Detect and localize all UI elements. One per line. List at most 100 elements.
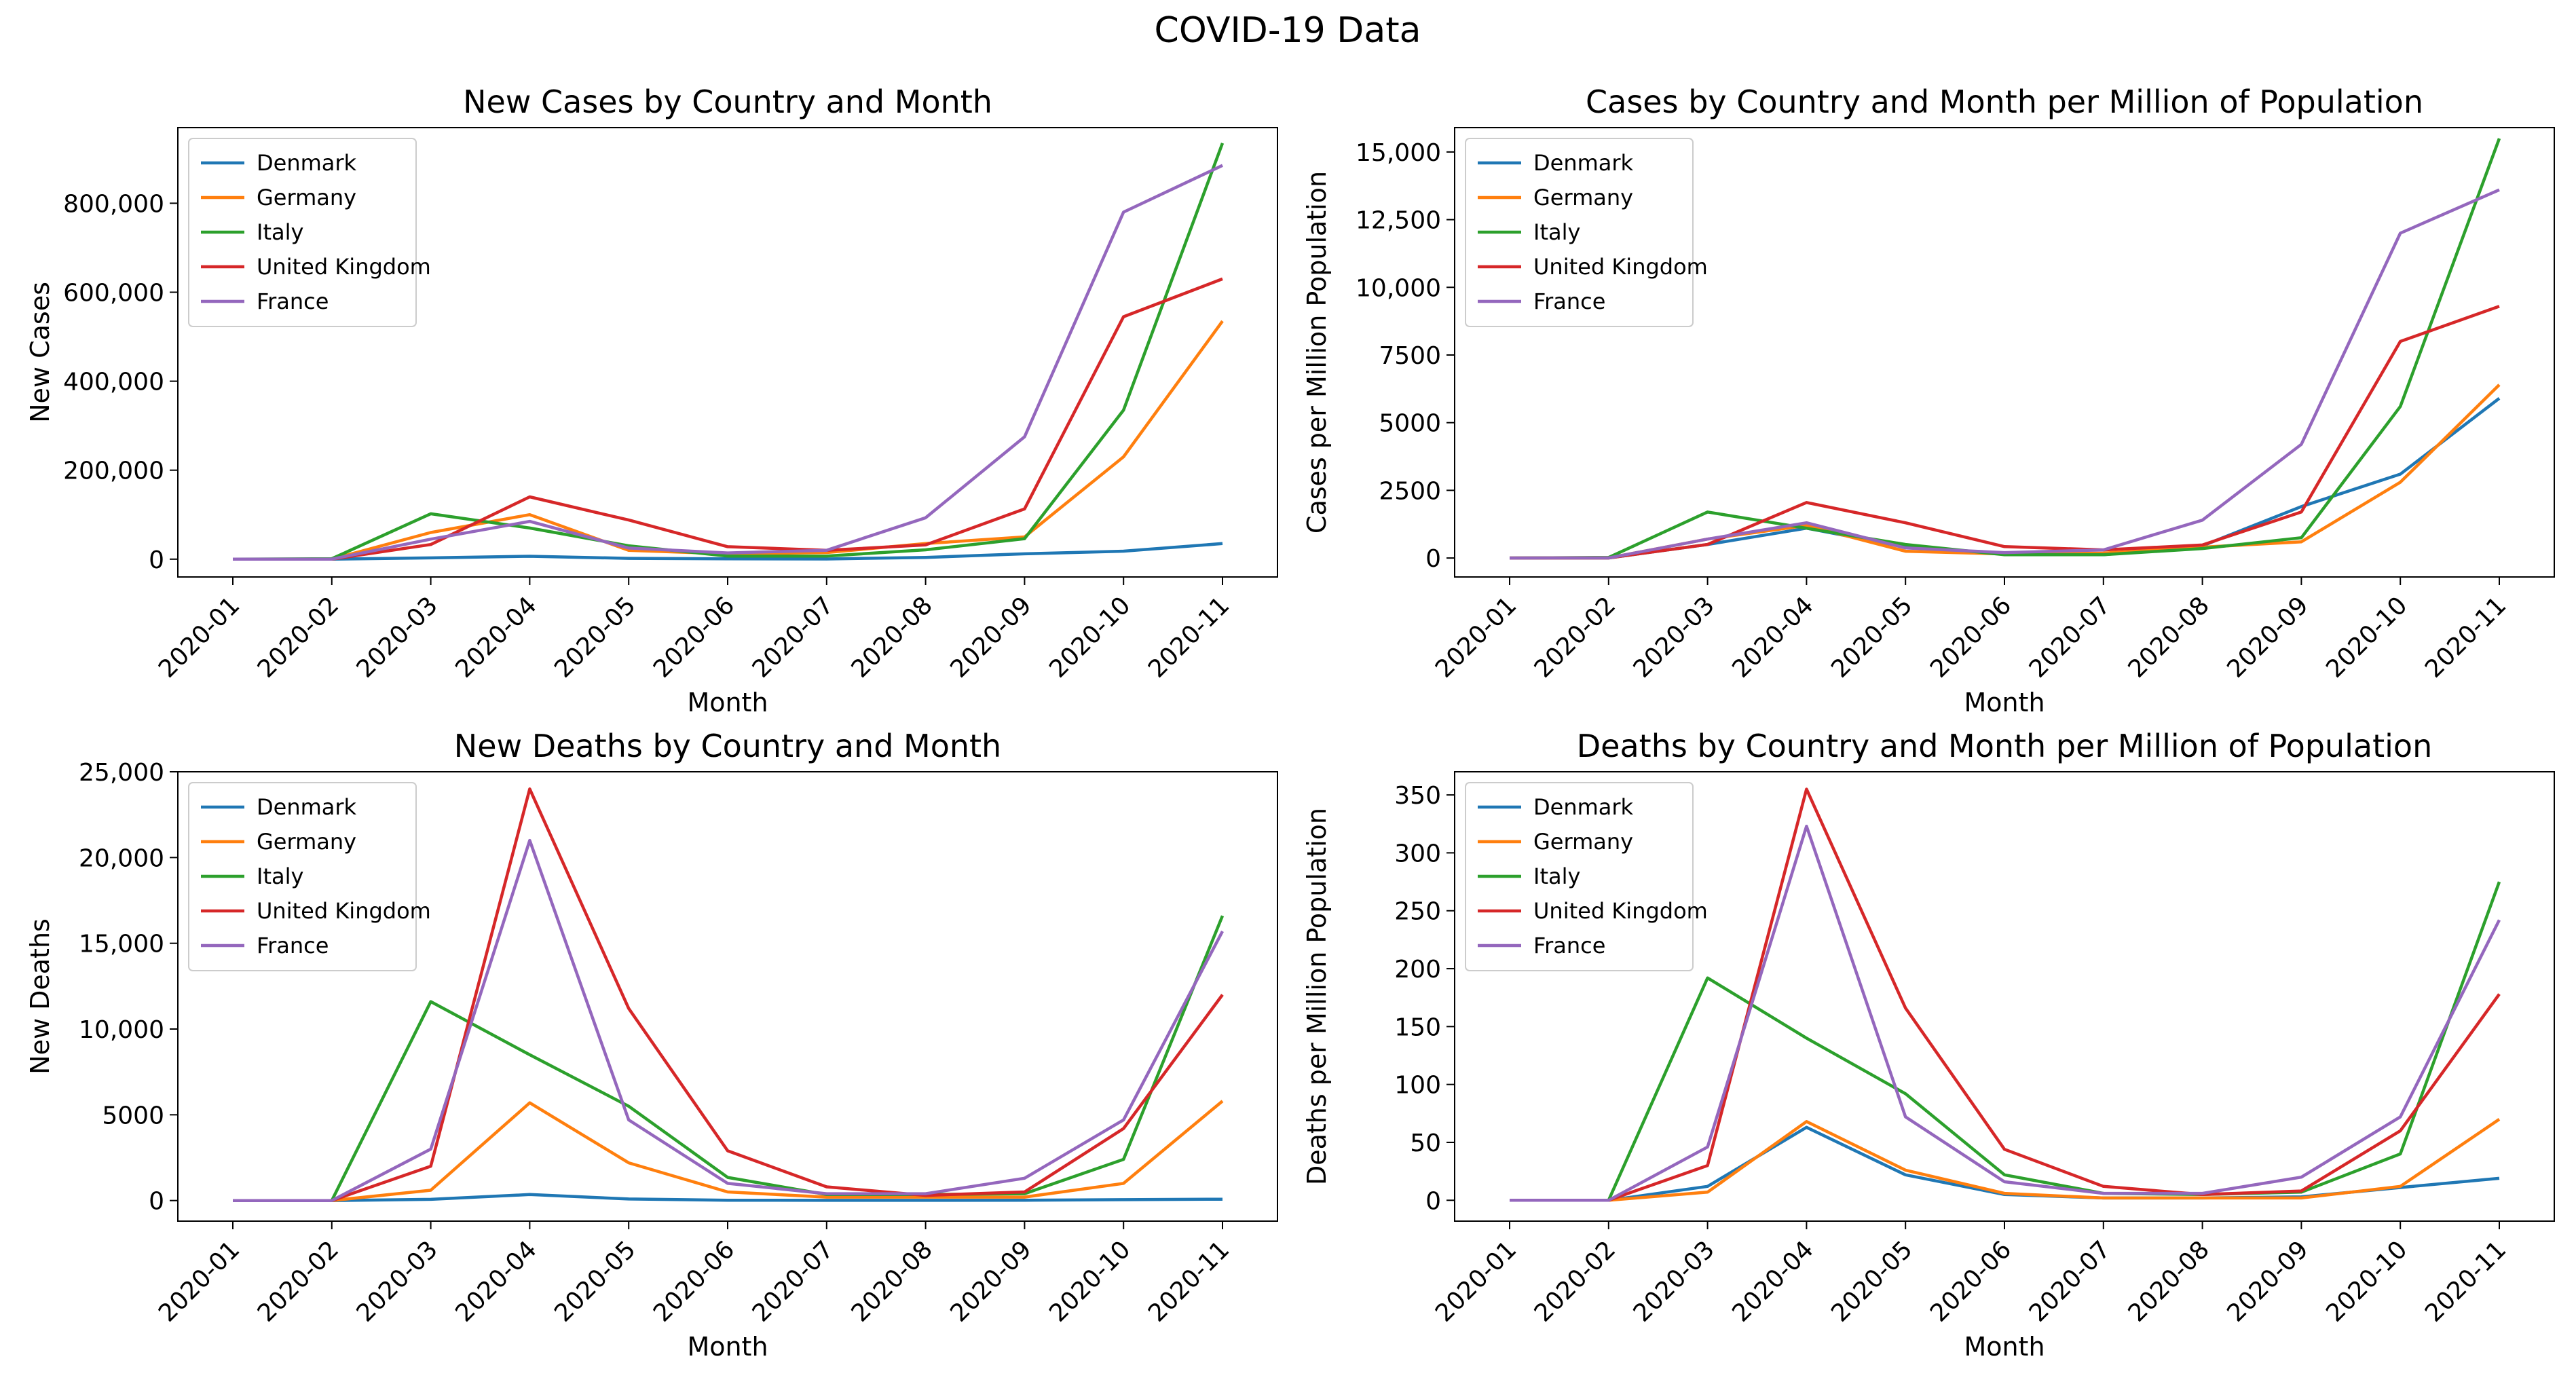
x-tick-label: 2020-04 [1727,1235,1818,1327]
x-tick-label: 2020-10 [2321,1235,2412,1327]
y-axis-label: Cases per Million Population [1302,171,1332,534]
legend: Denmark Germany Italy United Kingdom France [188,782,431,971]
x-tick-label: 2020-10 [1044,591,1136,683]
x-tick-label: 2020-05 [549,591,641,683]
series-line-germany [1510,1118,2501,1202]
legend-label: Denmark [1533,150,1634,176]
y-tick-label: 20,000 [79,844,164,872]
x-tick-label: 2020-06 [648,591,740,683]
series-line-france [1509,188,2500,560]
legend-label: France [1533,288,1605,314]
y-tick-label: 0 [149,1188,164,1216]
x-tick-label: 2020-02 [1529,1235,1621,1327]
y-tick-label: 250 [1394,898,1441,926]
series-line-italy [1510,881,2501,1202]
x-tick-label: 2020-10 [2321,591,2412,683]
series-line-denmark [233,1193,1223,1202]
x-tick-label: 2020-02 [1529,591,1621,683]
x-tick-label: 2020-03 [1628,1235,1720,1327]
legend-label: United Kingdom [257,898,431,924]
y-tick-label: 50 [1410,1129,1441,1157]
legend-label: Italy [257,863,303,889]
y-tick-label: 0 [149,546,164,574]
x-axis-label: Month [687,688,768,717]
y-tick-label: 12,500 [1356,207,1441,235]
series-line-france [233,838,1224,1202]
x-tick-label: 2020-06 [1925,1235,2017,1327]
legend-label: United Kingdom [257,254,431,280]
x-tick-label: 2020-05 [1826,1235,1918,1327]
legend-label: France [257,933,329,958]
x-tick-label: 2020-03 [1628,591,1720,683]
y-tick-label: 400,000 [63,369,164,396]
x-axis-label: Month [687,1332,768,1362]
legend: Denmark Germany Italy United Kingdom France [188,138,431,327]
x-tick-label: 2020-07 [2024,591,2116,683]
legend-label: Germany [257,185,356,210]
y-tick-label: 0 [1425,545,1441,573]
y-tick-label: 5000 [102,1102,164,1129]
chart-title: New Cases by Country and Month [463,83,992,120]
y-tick-label: 100 [1394,1072,1441,1100]
x-tick-label: 2020-09 [2222,591,2313,683]
series-line-united-kingdom [233,277,1223,561]
x-tick-label: 2020-05 [549,1235,641,1327]
x-tick-label: 2020-02 [253,591,344,683]
y-tick-label: 150 [1394,1013,1441,1041]
series-line-germany [232,320,1224,561]
legend-label: United Kingdom [1533,898,1708,924]
legend-label: France [257,288,329,314]
y-tick-label: 200 [1394,956,1441,984]
x-tick-label: 2020-03 [352,1235,443,1327]
series-line-united-kingdom [233,787,1224,1202]
series-line-germany [233,1100,1224,1202]
chart-title: Deaths by Country and Month per Million … [1577,728,2432,764]
x-axis-label: Month [1964,688,2045,717]
y-axis-label: Deaths per Million Population [1302,808,1332,1185]
x-tick-label: 2020-02 [253,1235,344,1327]
series-line-united-kingdom [1509,305,2500,560]
series-line-united-kingdom [1510,787,2501,1202]
y-tick-label: 2500 [1379,477,1441,505]
y-tick-label: 350 [1394,782,1441,810]
legend-label: Germany [257,829,356,855]
legend-box [1465,782,1694,971]
x-tick-label: 2020-09 [945,1235,1037,1327]
series-line-italy [233,915,1225,1202]
legend-label: France [1533,933,1605,958]
legend-label: Italy [1533,219,1580,245]
x-tick-label: 2020-04 [450,1235,542,1327]
chart-4: Deaths by Country and Month per Million … [1302,728,2555,1362]
x-tick-label: 2020-05 [1826,591,1918,683]
y-tick-label: 25,000 [79,759,164,787]
x-tick-label: 2020-09 [945,591,1037,683]
legend-label: Denmark [1533,794,1634,820]
y-tick-label: 0 [1425,1187,1441,1215]
chart-2: Cases by Country and Month per Million o… [1302,83,2555,717]
legend-box [188,138,417,327]
figure-title: COVID-19 Data [1155,10,1421,51]
legend-box [188,782,417,971]
y-axis-label: New Deaths [25,918,55,1075]
y-tick-label: 10,000 [1356,274,1441,302]
x-tick-label: 2020-01 [1430,591,1522,683]
legend: Denmark Germany Italy United Kingdom France [1465,138,1708,327]
x-tick-label: 2020-10 [1044,1235,1136,1327]
x-tick-label: 2020-07 [747,1235,839,1327]
x-tick-label: 2020-01 [153,1235,245,1327]
series-line-france [232,164,1223,561]
x-tick-label: 2020-03 [352,591,443,683]
y-tick-label: 7500 [1379,342,1441,370]
x-axis-label: Month [1964,1332,2045,1362]
series-line-denmark [1510,1125,2500,1202]
x-tick-label: 2020-08 [846,591,938,683]
chart-title: Cases by Country and Month per Million o… [1586,83,2423,120]
legend-label: Denmark [257,794,357,820]
x-tick-label: 2020-01 [153,591,245,683]
y-tick-label: 200,000 [63,457,164,485]
x-tick-label: 2020-06 [648,1235,740,1327]
y-tick-label: 800,000 [63,190,164,218]
